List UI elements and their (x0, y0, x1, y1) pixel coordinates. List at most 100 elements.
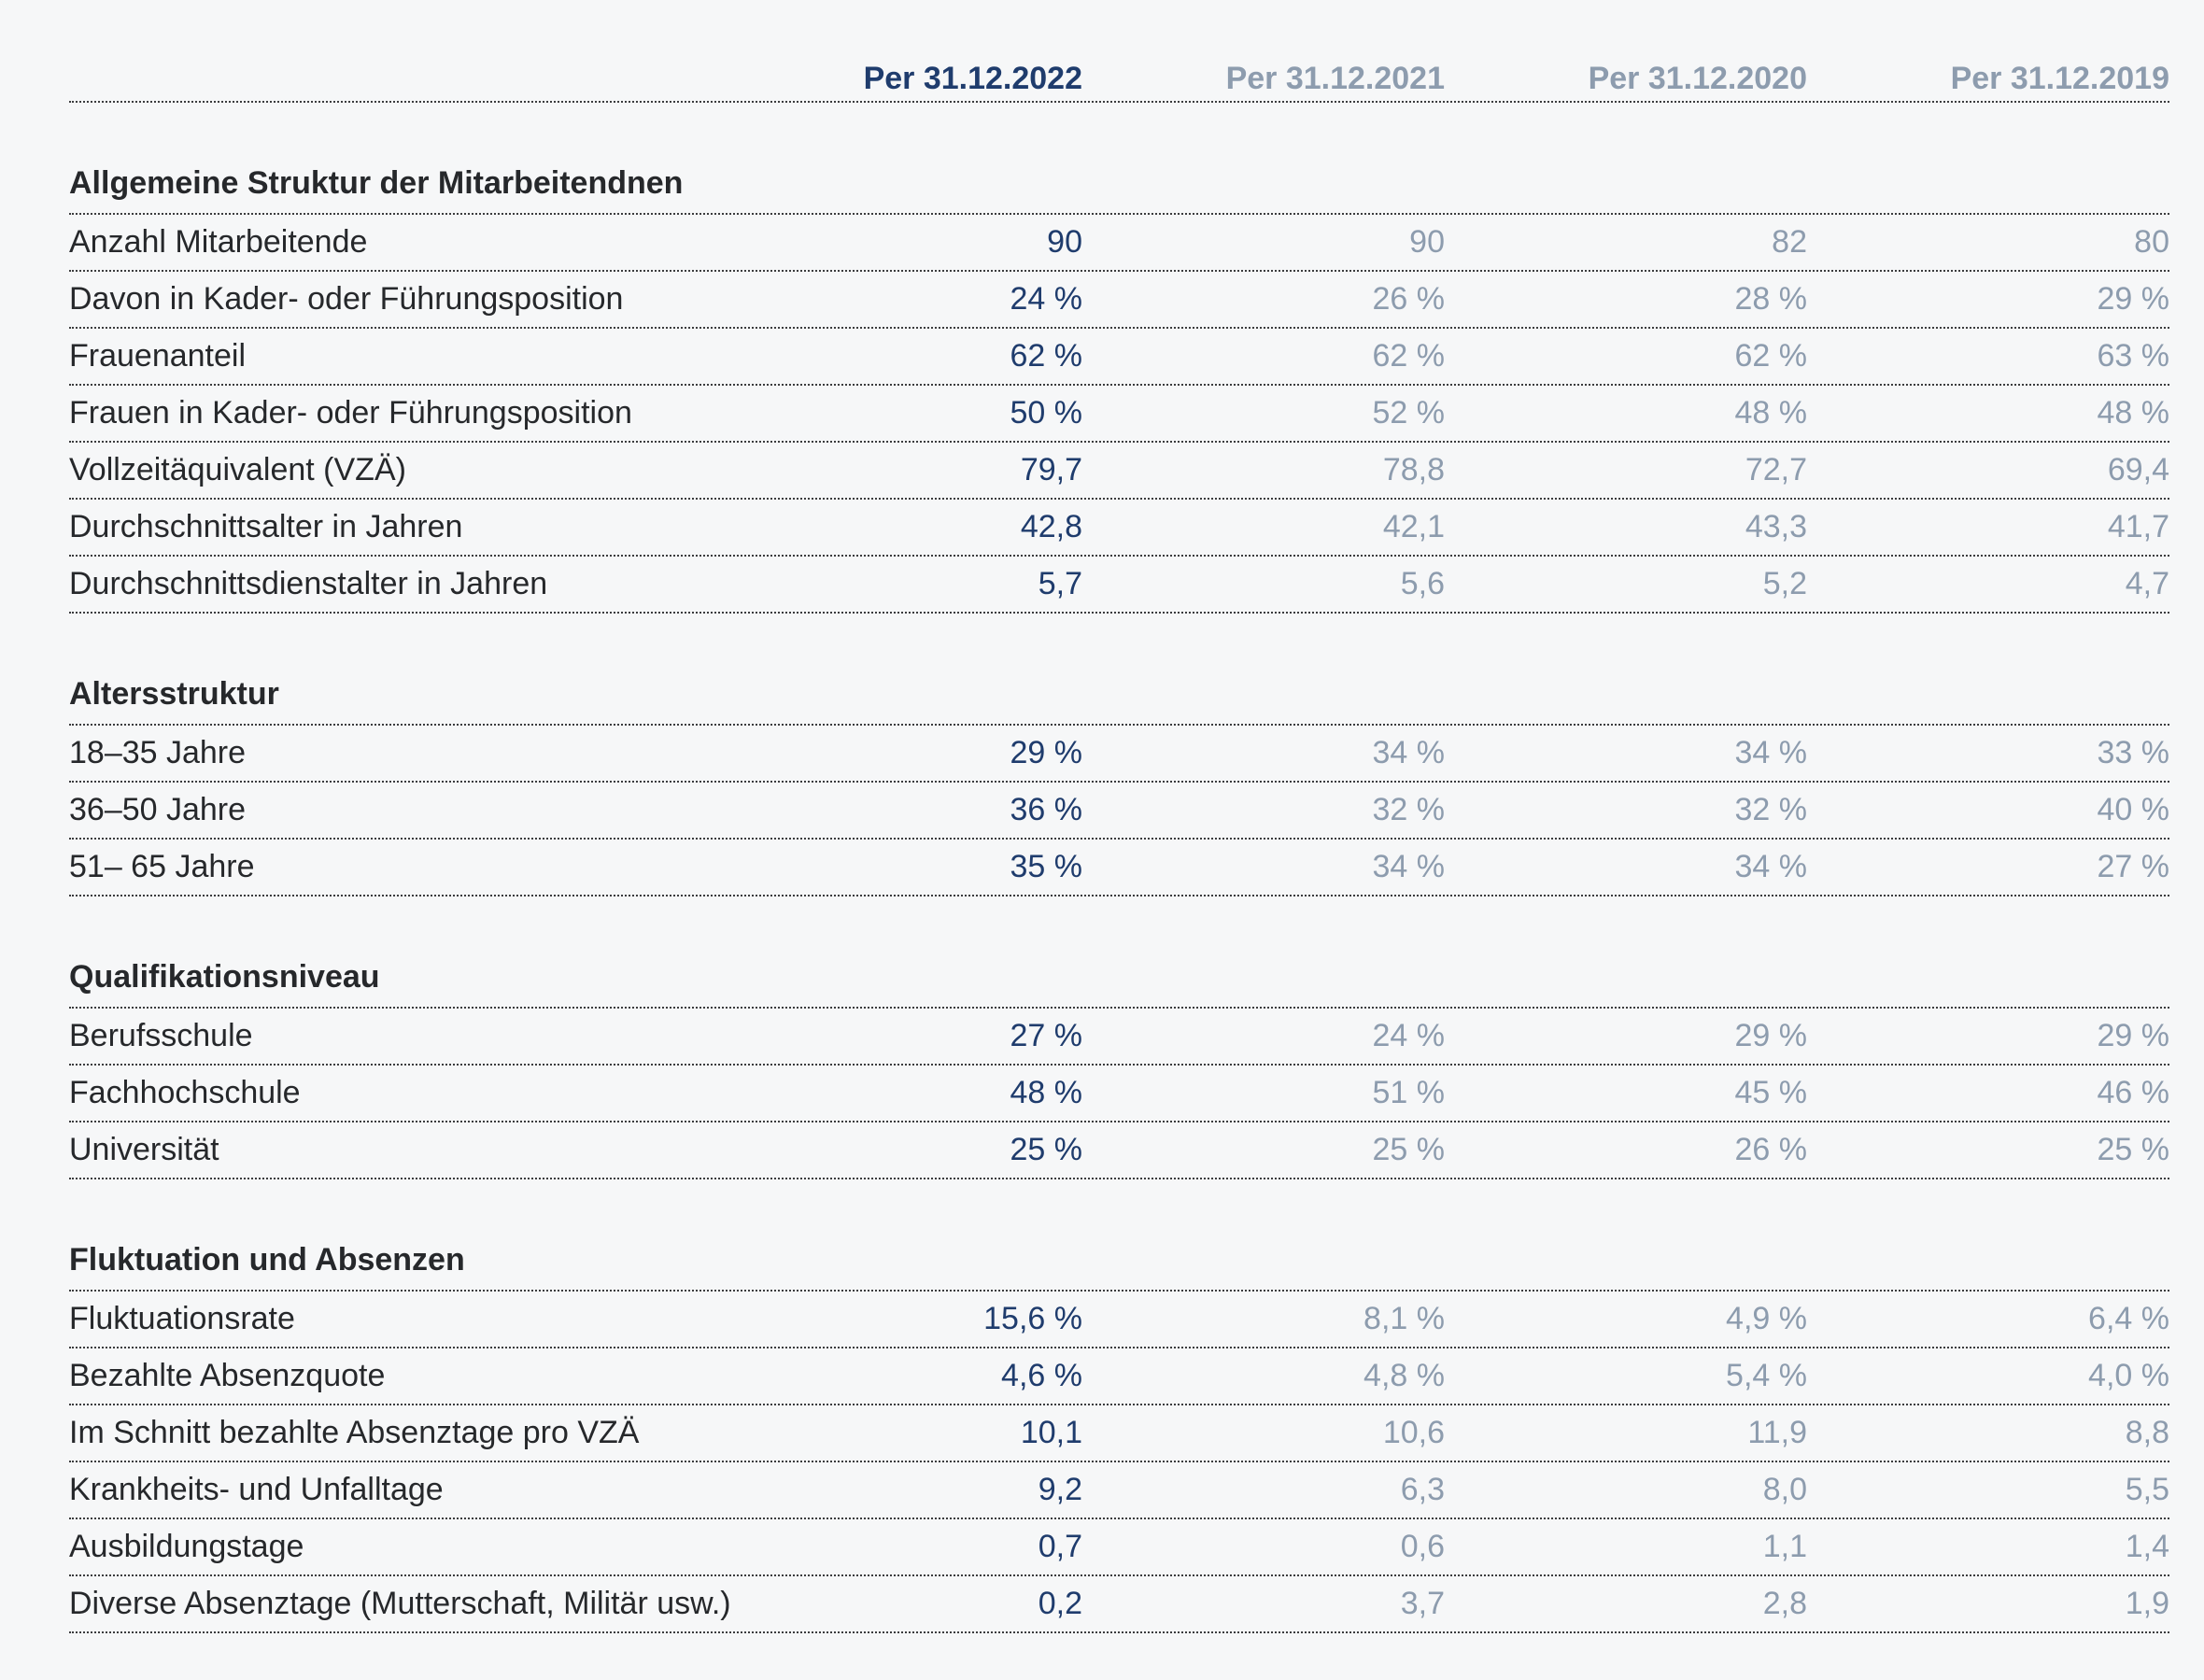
value-2022: 90 (1047, 224, 1082, 260)
value-2020: 2,8 (1762, 1586, 1807, 1621)
table-row: Berufsschule 27 % 24 % 29 % 29 % (69, 1009, 2169, 1066)
value-2020: 72,7 (1745, 452, 1807, 487)
value-2022: 5,7 (1038, 566, 1082, 601)
table-section: Qualifikationsniveau Berufsschule 27 % 2… (69, 896, 2169, 1179)
value-2021: 4,8 % (1363, 1358, 1445, 1393)
table-row: Durchschnittsalter in Jahren 42,8 42,1 4… (69, 500, 2169, 557)
value-2021: 0,6 (1400, 1529, 1445, 1564)
value-2022: 9,2 (1038, 1472, 1082, 1507)
value-2019: 40 % (2097, 792, 2170, 827)
table-row: Fluktuationsrate 15,6 % 8,1 % 4,9 % 6,4 … (69, 1292, 2169, 1348)
table-row: Vollzeitäquivalent (VZÄ) 79,7 78,8 72,7 … (69, 443, 2169, 500)
table-row: Durchschnittsdienstalter in Jahren 5,7 5… (69, 557, 2169, 614)
row-label: Ausbildungstage (69, 1529, 304, 1564)
section-title-row: Altersstruktur (69, 614, 2169, 726)
table-row: Davon in Kader- oder Führungsposition 24… (69, 272, 2169, 329)
value-2021: 51 % (1372, 1075, 1446, 1110)
row-label: Durchschnittsdienstalter in Jahren (69, 566, 548, 601)
value-2022: 35 % (1010, 849, 1083, 884)
value-2021: 26 % (1372, 281, 1446, 317)
value-2022: 25 % (1010, 1132, 1083, 1167)
value-2020: 45 % (1734, 1075, 1808, 1110)
section-title-row: Qualifikationsniveau (69, 896, 2169, 1009)
value-2020: 5,4 % (1726, 1358, 1807, 1393)
row-label: Bezahlte Absenzquote (69, 1358, 386, 1393)
row-label: Fluktuationsrate (69, 1301, 295, 1336)
value-2019: 1,4 (2125, 1529, 2169, 1564)
value-2019: 4,0 % (2088, 1358, 2169, 1393)
value-2021: 34 % (1372, 849, 1446, 884)
value-2020: 11,9 (1747, 1415, 1807, 1450)
value-2019: 33 % (2097, 735, 2170, 770)
table-row: Bezahlte Absenzquote 4,6 % 4,8 % 5,4 % 4… (69, 1348, 2169, 1405)
value-2021: 8,1 % (1363, 1301, 1445, 1336)
row-label: Krankheits- und Unfalltage (69, 1472, 444, 1507)
value-2019: 27 % (2097, 849, 2170, 884)
row-label: Vollzeitäquivalent (VZÄ) (69, 452, 406, 487)
value-2019: 69,4 (2107, 452, 2169, 487)
row-label: Berufsschule (69, 1018, 253, 1053)
value-2019: 41,7 (2107, 509, 2169, 544)
value-2021: 24 % (1372, 1018, 1446, 1053)
row-label: Frauenanteil (69, 338, 247, 374)
value-2020: 32 % (1734, 792, 1808, 827)
row-label: 18–35 Jahre (69, 735, 247, 770)
value-2020: 29 % (1734, 1018, 1808, 1053)
column-header-2022: Per 31.12.2022 (863, 60, 1082, 96)
value-2020: 34 % (1734, 849, 1808, 884)
value-2020: 48 % (1734, 395, 1808, 431)
value-2022: 48 % (1010, 1075, 1083, 1110)
row-label: Universität (69, 1132, 219, 1167)
value-2022: 15,6 % (983, 1301, 1082, 1336)
value-2022: 36 % (1010, 792, 1083, 827)
value-2019: 48 % (2097, 395, 2170, 431)
value-2019: 29 % (2097, 281, 2170, 317)
row-label: Anzahl Mitarbeitende (69, 224, 368, 260)
row-label: Diverse Absenztage (Mutterschaft, Militä… (69, 1586, 731, 1621)
value-2022: 29 % (1010, 735, 1083, 770)
value-2021: 52 % (1372, 395, 1446, 431)
value-2019: 8,8 (2125, 1415, 2169, 1450)
column-header-2021: Per 31.12.2021 (1225, 60, 1445, 96)
value-2022: 50 % (1010, 395, 1083, 431)
table-row: Frauen in Kader- oder Führungsposition 5… (69, 386, 2169, 443)
table-row: 36–50 Jahre 36 % 32 % 32 % 40 % (69, 783, 2169, 840)
table-header-row: Per 31.12.2022 Per 31.12.2021 Per 31.12.… (69, 56, 2169, 103)
table-row: Krankheits- und Unfalltage 9,2 6,3 8,0 5… (69, 1462, 2169, 1519)
section-title: Altersstruktur (69, 676, 279, 712)
value-2020: 4,9 % (1726, 1301, 1807, 1336)
value-2020: 26 % (1734, 1132, 1808, 1167)
table-row: Frauenanteil 62 % 62 % 62 % 63 % (69, 329, 2169, 386)
table-row: Ausbildungstage 0,7 0,6 1,1 1,4 (69, 1519, 2169, 1576)
table-row: 18–35 Jahre 29 % 34 % 34 % 33 % (69, 726, 2169, 783)
value-2019: 63 % (2097, 338, 2170, 374)
table-section: Altersstruktur 18–35 Jahre 29 % 34 % 34 … (69, 614, 2169, 896)
value-2019: 4,7 (2125, 566, 2169, 601)
value-2021: 5,6 (1400, 566, 1445, 601)
value-2022: 62 % (1010, 338, 1083, 374)
value-2022: 0,7 (1038, 1529, 1082, 1564)
value-2022: 42,8 (1020, 509, 1082, 544)
value-2021: 90 (1409, 224, 1445, 260)
table-row: 51– 65 Jahre 35 % 34 % 34 % 27 % (69, 840, 2169, 896)
value-2019: 80 (2134, 224, 2169, 260)
column-header-2019: Per 31.12.2019 (1950, 60, 2169, 96)
row-label: 36–50 Jahre (69, 792, 247, 827)
row-label: Frauen in Kader- oder Führungsposition (69, 395, 632, 431)
column-header-2020: Per 31.12.2020 (1588, 60, 1807, 96)
value-2020: 62 % (1734, 338, 1808, 374)
value-2021: 62 % (1372, 338, 1446, 374)
row-label: Davon in Kader- oder Führungsposition (69, 281, 624, 317)
table-row: Im Schnitt bezahlte Absenztage pro VZÄ 1… (69, 1405, 2169, 1462)
value-2020: 1,1 (1762, 1529, 1807, 1564)
section-title: Qualifikationsniveau (69, 959, 380, 995)
value-2020: 34 % (1734, 735, 1808, 770)
table-section: Fluktuation und Absenzen Fluktuationsrat… (69, 1179, 2169, 1633)
value-2022: 27 % (1010, 1018, 1083, 1053)
value-2021: 32 % (1372, 792, 1446, 827)
value-2022: 10,1 (1020, 1415, 1082, 1450)
value-2021: 42,1 (1382, 509, 1445, 544)
value-2020: 82 (1772, 224, 1807, 260)
section-title-row: Fluktuation und Absenzen (69, 1179, 2169, 1292)
